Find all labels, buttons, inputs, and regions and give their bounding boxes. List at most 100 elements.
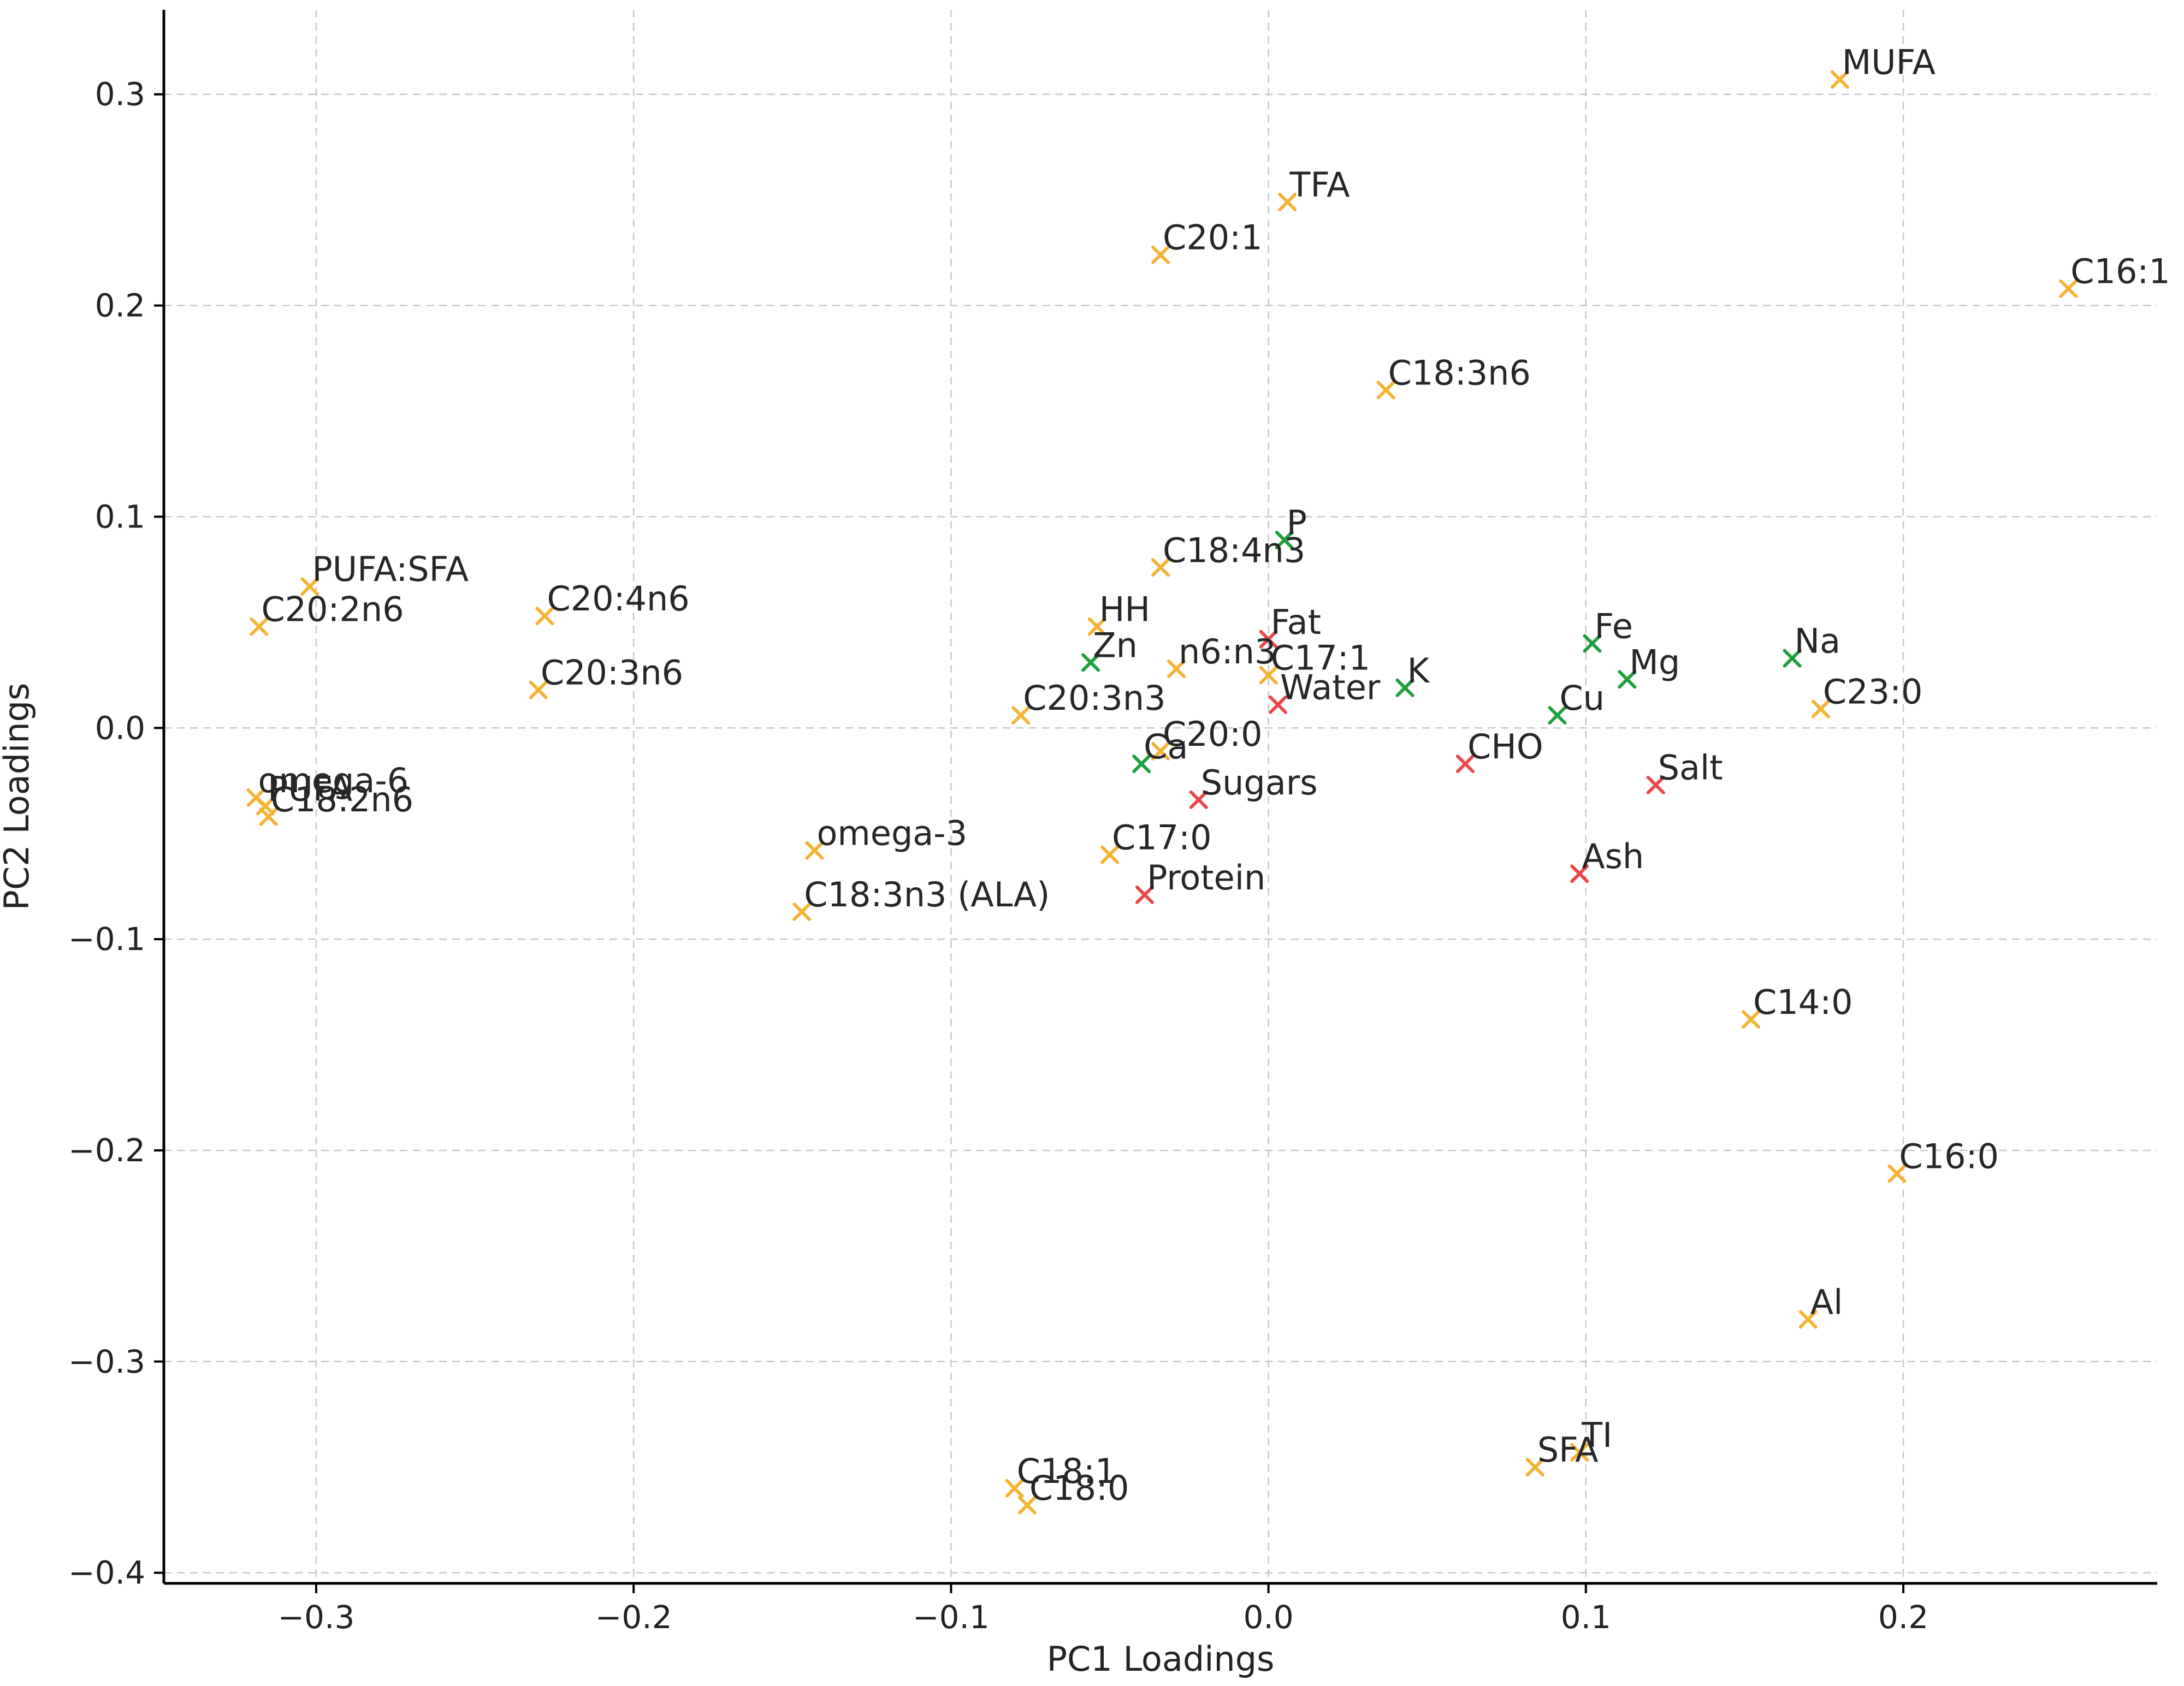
data-label: C20:3n6 [541,653,683,693]
data-label: C16:1 [2070,252,2170,292]
data-label: P [1287,503,1307,543]
data-label: C20:2n6 [261,590,404,630]
data-point-fatty_acids [1830,70,1849,89]
data-label: C18:3n3 (ALA) [804,875,1050,915]
y-axis-label: PC2 Loadings [0,683,37,911]
data-label: C18:0 [1029,1468,1129,1508]
data-label: C14:0 [1753,982,1853,1022]
y-tick-label: 0.2 [95,287,145,324]
data-point-fatty_acids [1167,659,1186,678]
data-point-fatty_acids [256,797,275,816]
x-tick-label: −0.1 [913,1599,990,1636]
data-point-fatty_acids [1005,1479,1024,1498]
data-label: CHO [1467,727,1543,767]
data-point-fatty_acids [1570,1443,1589,1462]
data-point-proximates [1259,630,1278,649]
x-tick-label: −0.2 [595,1599,672,1636]
data-point-fatty_acids [2059,279,2078,298]
data-label: omega-3 [816,814,967,853]
data-label: n6:n3 [1179,632,1276,672]
data-label: C16:0 [1899,1137,1999,1177]
data-point-fatty_acids [805,841,824,860]
data-label: PUFA [268,769,352,809]
grid-lines [164,10,2157,1583]
data-label: Fe [1594,607,1632,646]
data-point-fatty_acids [1011,706,1031,725]
data-point-proximates [1570,864,1589,883]
data-point-minerals [1618,670,1637,689]
x-tick-label: −0.3 [278,1599,355,1636]
data-label: MUFA [1842,43,1936,82]
data-label: C17:0 [1112,817,1212,857]
data-point-proximates [1455,755,1475,774]
data-point-fatty_acids [1742,1010,1761,1029]
data-label: Fat [1271,602,1321,642]
data-point-fatty_acids [1151,558,1170,577]
data-point-fatty_acids [1151,245,1170,264]
data-label: Sugars [1201,763,1318,803]
y-tick-label: 0.1 [95,498,145,535]
y-tick-label: −0.4 [68,1554,145,1592]
data-point-proximates [1646,775,1665,794]
data-label: Cu [1560,678,1605,718]
data-point-minerals [1395,678,1414,697]
data-point-fatty_acids [300,577,319,596]
data-point-fatty_acids [529,680,548,699]
tick-labels: −0.3 −0.2 −0.1 0.0 0.1 0.2 0.3 0.2 0.1 0.0 −0.1 −0.… [68,76,1928,1636]
data-label: C23:0 [1823,672,1923,711]
data-point-fatty_acids [1278,193,1297,212]
y-tick-label: 0.0 [95,709,145,746]
data-point-fatty_acids [792,902,812,921]
data-label: PUFA:SFA [312,549,469,589]
x-tick-label: 0.2 [1878,1599,1928,1636]
data-label: K [1407,651,1430,691]
data-label: HH [1099,590,1150,630]
data-label: Water [1280,668,1381,708]
data-point-proximates [1269,695,1288,714]
data-point-minerals [1583,634,1602,653]
data-label: omega-6 [258,761,409,800]
data-label: SFA [1537,1430,1599,1470]
data-point-minerals [1132,755,1151,774]
data-label: Protein [1147,858,1265,898]
data-point-minerals [1275,530,1294,549]
data-point-proximates [1189,790,1208,809]
data-point-fatty_acids [1017,1495,1037,1515]
data-point-fatty_acids [259,807,278,826]
data-point-fatty_acids [1100,845,1120,864]
data-label: C18:4n3 [1163,530,1305,570]
data-label: Ca [1144,727,1188,767]
y-tick-label: −0.3 [68,1343,145,1380]
data-point-minerals [1548,706,1567,725]
data-label: C18:3n6 [1388,353,1531,393]
data-point-fatty_acids [1087,617,1106,636]
x-axis-label: PC1 Loadings [1047,1639,1275,1679]
data-point-minerals [1783,649,1802,668]
data-label: TI [1581,1415,1612,1455]
data-points [246,70,2078,1515]
y-tick-label: −0.1 [68,921,145,958]
y-tick-label: 0.3 [95,76,145,113]
data-point-fatty_acids [1887,1164,1907,1183]
data-point-fatty_acids [1811,699,1830,719]
data-label: C17:1 [1271,638,1371,678]
data-label: C20:4n6 [547,579,689,619]
data-point-fatty_acids [1376,381,1395,400]
data-label: Al [1810,1282,1843,1322]
data-label: Na [1795,621,1840,661]
x-tick-label: 0.1 [1561,1599,1611,1636]
data-point-proximates [1135,885,1154,904]
data-label: TFA [1289,165,1350,205]
data-point-fatty_acids [1259,666,1278,685]
data-point-fatty_acids [1525,1458,1544,1477]
data-label: Mg [1629,642,1680,682]
data-label: C20:0 [1163,714,1263,754]
data-label: Ash [1582,836,1644,876]
axes [162,10,2157,1585]
data-label: Salt [1658,748,1723,788]
data-label: C18:1 [1017,1451,1117,1491]
x-tick-label: 0.0 [1243,1599,1293,1636]
data-point-fatty_acids [1151,741,1170,761]
data-label: C18:2n6 [271,780,413,820]
